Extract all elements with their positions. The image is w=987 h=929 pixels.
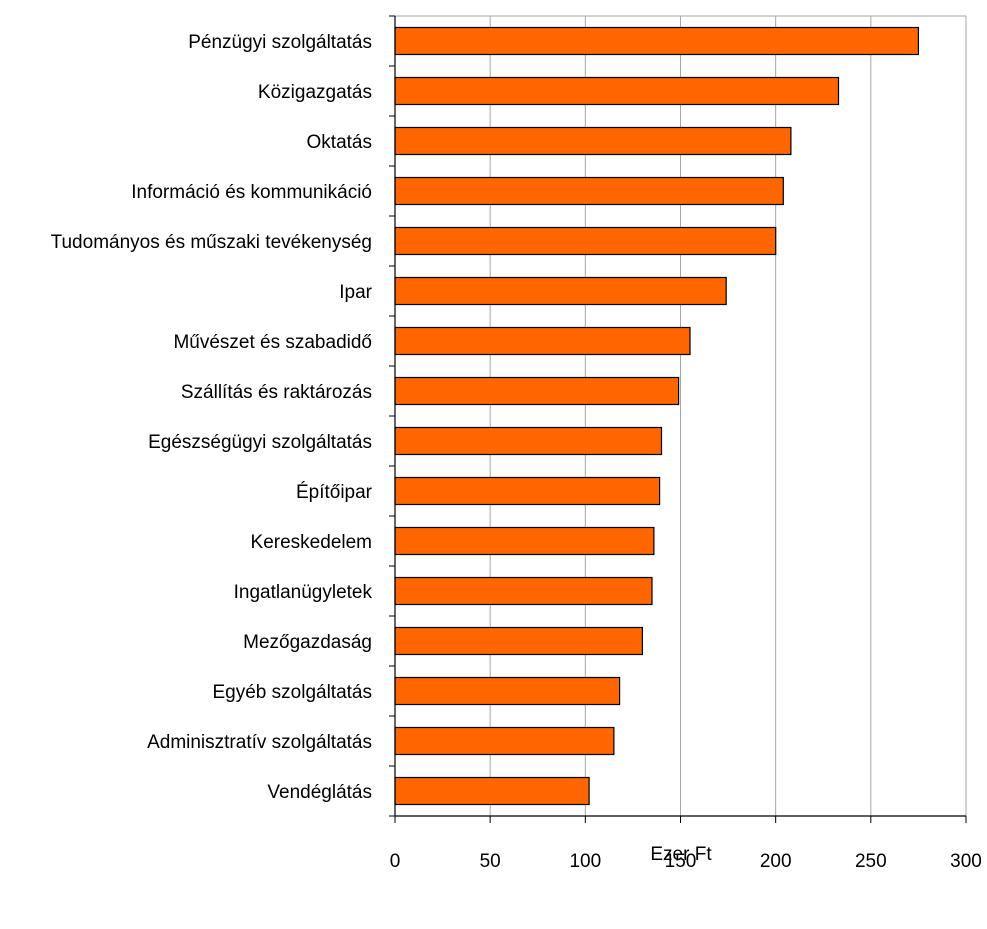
category-label: Kereskedelem xyxy=(251,532,372,553)
bar xyxy=(394,476,661,506)
bar xyxy=(394,626,643,656)
bars xyxy=(394,26,920,806)
bar xyxy=(394,726,615,756)
category-label: Tudományos és műszaki tevékenység xyxy=(51,232,372,253)
x-tick-label: 0 xyxy=(390,851,401,872)
x-tick-label: 200 xyxy=(760,851,792,872)
bar xyxy=(394,26,920,56)
bar xyxy=(394,526,655,556)
category-label: Oktatás xyxy=(307,132,372,153)
category-labels: Pénzügyi szolgáltatás Közigazgatás Oktatás… xyxy=(51,32,373,803)
category-label: Vendéglátás xyxy=(267,782,372,803)
x-tick-labels: 0 50 100 150 200 250 300 xyxy=(390,851,982,872)
category-label: Egészségügyi szolgáltatás xyxy=(148,432,372,453)
bar xyxy=(394,426,663,456)
category-label: Építőipar xyxy=(296,482,373,503)
axes xyxy=(389,15,967,823)
bar xyxy=(394,226,777,256)
bar xyxy=(394,326,691,356)
bar xyxy=(394,576,653,606)
bar xyxy=(394,776,590,806)
bar xyxy=(394,176,784,206)
x-axis-title: Ezer Ft xyxy=(650,844,712,865)
x-tick-label: 300 xyxy=(950,851,982,872)
x-tick-label: 150 xyxy=(665,851,697,872)
category-label: Mezőgazdaság xyxy=(243,632,372,653)
bar xyxy=(394,76,840,106)
category-label: Ipar xyxy=(339,282,372,303)
category-label: Pénzügyi szolgáltatás xyxy=(188,32,372,53)
category-label: Művészet és szabadidő xyxy=(173,332,372,353)
category-label: Ingatlanügyletek xyxy=(234,582,373,603)
x-tick-label: 250 xyxy=(855,851,887,872)
x-tick-label: 100 xyxy=(569,851,601,872)
bar xyxy=(394,676,621,706)
category-label: Közigazgatás xyxy=(258,82,372,103)
bar xyxy=(394,376,680,406)
bar xyxy=(394,276,727,306)
x-tick-label: 50 xyxy=(480,851,501,872)
category-label: Adminisztratív szolgáltatás xyxy=(147,732,372,753)
category-label: Egyéb szolgáltatás xyxy=(213,682,373,703)
category-label: Szállítás és raktározás xyxy=(181,382,372,403)
category-label: Információ és kommunikáció xyxy=(131,182,372,203)
bar xyxy=(394,126,792,156)
